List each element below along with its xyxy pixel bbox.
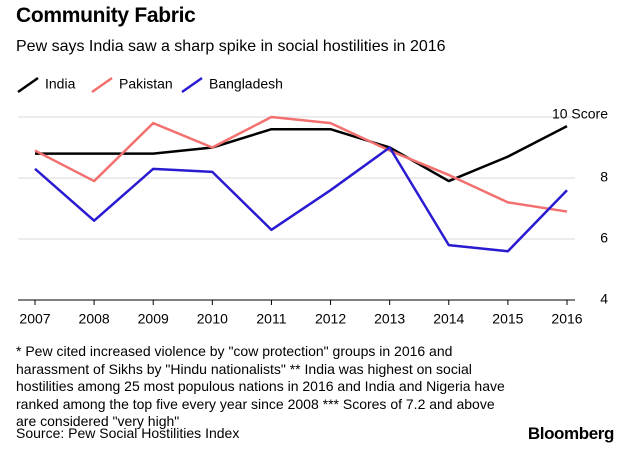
chart: 4 6 8 10 Score 2007 2008 2009 2010 2011 2012 2013 2…: [17, 76, 608, 327]
chart-title: Community Fabric: [16, 4, 196, 27]
brand: Bloomberg: [527, 424, 615, 443]
legend-swatch: [91, 76, 113, 94]
legend-label: Bangladesh: [209, 76, 283, 92]
y-tick-label: 8: [600, 169, 608, 185]
legend-label: Pakistan: [119, 76, 173, 92]
x-tick-label: 2015: [492, 311, 523, 327]
x-tick-label: 2010: [197, 311, 228, 327]
x-tick-label: 2014: [433, 311, 464, 327]
x-tick-label: 2009: [138, 311, 169, 327]
series-line: [35, 125, 568, 183]
source: Source: Pew Social Hostilities Index: [16, 425, 240, 441]
footnote: * Pew cited increased violence by "cow p…: [16, 343, 505, 429]
series-line: [34, 115, 568, 213]
x-tick-label: 2016: [551, 311, 582, 327]
x-tick-label: 2008: [79, 311, 110, 327]
y-tick-label: 4: [600, 291, 608, 307]
x-tick-label: 2007: [19, 311, 50, 327]
y-tick-label: 6: [600, 230, 608, 246]
x-tick-label: 2011: [256, 311, 286, 327]
chart-subtitle: Pew says India saw a sharp spike in soci…: [16, 38, 446, 55]
series-line: [34, 146, 568, 253]
legend-swatch: [17, 76, 39, 94]
y-tick-label: 10 Score: [552, 106, 608, 122]
x-tick-label: 2012: [315, 311, 346, 327]
x-tick-label: 2013: [374, 311, 405, 327]
legend-swatch: [181, 76, 203, 94]
legend-label: India: [45, 76, 76, 92]
